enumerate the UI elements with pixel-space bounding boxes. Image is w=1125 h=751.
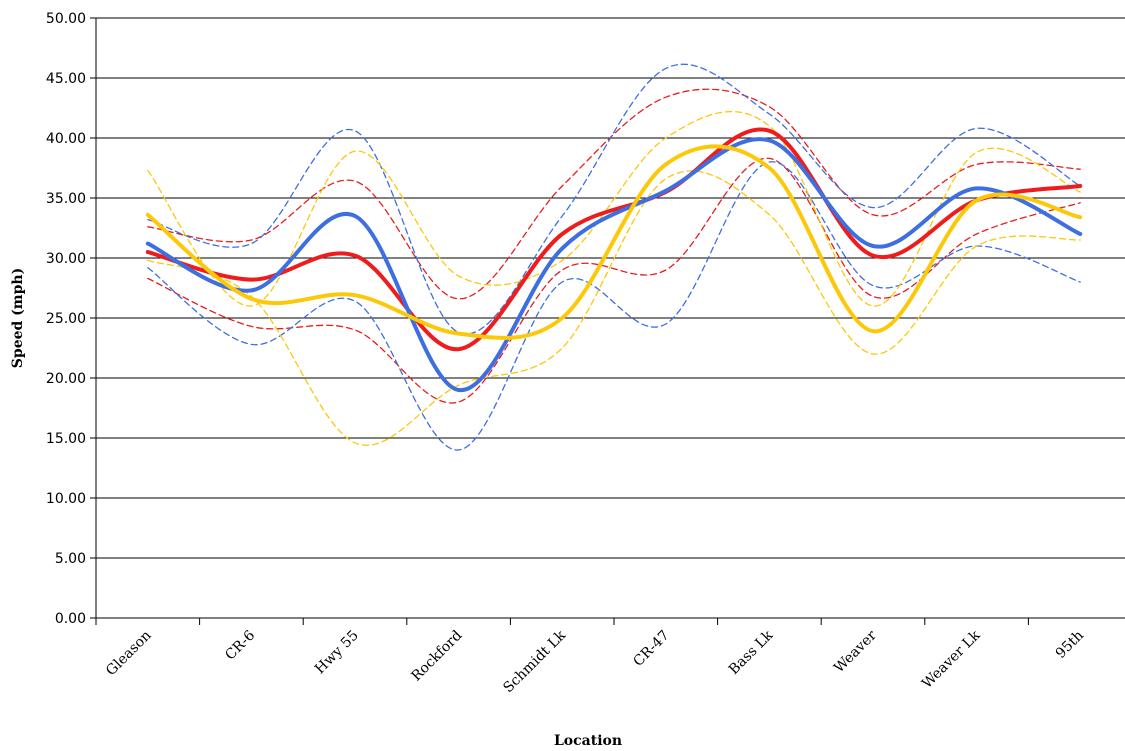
x-tick-label: CR-6	[222, 627, 258, 663]
x-tick-labels: Gleason CR-6 Hwy 55 Rockford Schmidt Lk CR-47…	[103, 627, 1087, 696]
x-tick-label: Rockford	[408, 627, 465, 684]
x-tick-label: Schmidt Lk	[500, 627, 569, 696]
series-line-4	[145, 137, 1083, 393]
y-tick-label: 25.00	[46, 311, 86, 327]
y-tick-label: 50.00	[46, 11, 86, 27]
gridlines	[96, 17, 1125, 559]
x-tick-label: Gleason	[103, 628, 155, 680]
y-tick-label: 20.00	[46, 371, 86, 387]
y-tick-label: 45.00	[46, 71, 86, 87]
axes	[90, 17, 1125, 625]
series-line-7	[145, 144, 1083, 340]
y-tick-label: 10.00	[46, 491, 86, 507]
y-axis-title: Speed (mph)	[10, 268, 26, 368]
series-lines	[145, 63, 1083, 451]
y-tick-label: 30.00	[46, 251, 86, 267]
y-tick-label: 0.00	[55, 611, 86, 627]
y-tick-label: 40.00	[46, 131, 86, 147]
series-band-line-8	[147, 111, 1081, 307]
y-tick-label: 15.00	[46, 431, 86, 447]
y-tick-label: 35.00	[46, 191, 86, 207]
x-tick-label: 95th	[1053, 628, 1087, 662]
x-tick-label: Bass Lk	[726, 627, 777, 678]
series-band-line-9	[147, 170, 1081, 446]
y-tick-labels: 0.00 5.00 10.00 15.00 20.00 25.00 30.00 35.00 40…	[46, 11, 86, 627]
x-tick-label: Weaver	[831, 627, 880, 676]
y-tick-label: 5.00	[55, 551, 86, 567]
series-band-line-3	[147, 157, 1081, 404]
series-line-1	[145, 127, 1083, 352]
x-tick-label: CR-47	[630, 628, 672, 670]
series-band-line-6	[147, 161, 1081, 451]
x-axis-title: Location	[554, 733, 622, 749]
series-band-line-5	[147, 63, 1081, 335]
x-tick-label: Weaver Lk	[919, 627, 984, 692]
x-tick-label: Hwy 55	[312, 628, 362, 678]
series-band-line-2	[147, 88, 1081, 300]
